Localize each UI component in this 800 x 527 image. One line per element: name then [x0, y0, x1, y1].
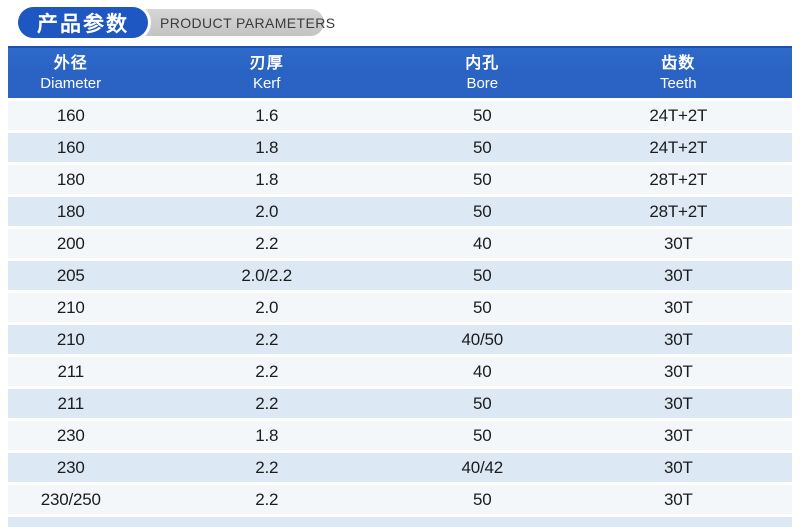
cell-kerf: 2.2 [255, 233, 279, 253]
table-row: 205 2.0/2.2 50 30T [8, 261, 792, 290]
cell-diameter: 200 [56, 233, 85, 253]
cell-teeth: 30T [663, 329, 693, 349]
table-row: 230 2.2 40/42 30T [8, 453, 792, 482]
table-row: 230/250 2.2 50 30T [8, 485, 792, 514]
cell-diameter: 230/250 [40, 489, 101, 509]
table-body: 160 1.6 50 24T+2T 160 1.8 50 24T+2T 180 1.8 50 28T+… [8, 101, 792, 514]
cell-teeth: 30T [663, 265, 693, 285]
cell-kerf: 2.2 [255, 457, 279, 477]
cell-teeth: 30T [663, 361, 693, 381]
table-row: 200 2.2 40 30T [8, 229, 792, 258]
column-header-zh: 内孔 [465, 55, 500, 72]
table-row: 230 1.8 50 30T [8, 421, 792, 450]
cell-diameter: 211 [57, 393, 84, 413]
column-header-diameter: 外径 Diameter [8, 53, 133, 93]
cell-teeth: 30T [663, 233, 693, 253]
cell-bore: 50 [473, 201, 492, 221]
table-row: 160 1.8 50 24T+2T [8, 133, 792, 162]
cell-diameter: 230 [56, 457, 85, 477]
cell-kerf: 1.8 [255, 137, 279, 157]
title-badge-zh: 产品参数 [18, 7, 148, 38]
cell-bore: 50 [473, 393, 492, 413]
cell-kerf: 1.8 [255, 425, 279, 445]
table-row-partial [8, 517, 792, 527]
column-header-en: Teeth [659, 75, 697, 92]
cell-kerf: 2.2 [255, 393, 279, 413]
title-badge-en: PRODUCT PARAMETERS [128, 9, 335, 36]
cell-bore: 50 [473, 137, 492, 157]
cell-teeth: 30T [663, 457, 693, 477]
title-badge-en-label: PRODUCT PARAMETERS [160, 14, 336, 31]
cell-diameter: 160 [56, 105, 85, 125]
cell-diameter: 180 [56, 169, 85, 189]
cell-bore: 50 [473, 105, 492, 125]
cell-bore: 40 [473, 361, 492, 381]
column-header-zh: 刃厚 [249, 55, 284, 72]
cell-bore: 40 [473, 233, 492, 253]
column-header-zh: 外径 [53, 55, 88, 72]
cell-bore: 50 [473, 297, 492, 317]
cell-bore: 50 [473, 265, 492, 285]
table-row: 211 2.2 40 30T [8, 357, 792, 386]
cell-diameter: 210 [56, 297, 85, 317]
table-header: 外径 Diameter 刃厚 Kerf 内孔 Bore 齿数 Teeth [8, 46, 792, 98]
cell-kerf: 2.0/2.2 [241, 265, 292, 285]
cell-diameter: 180 [56, 201, 85, 221]
cell-diameter: 230 [56, 425, 85, 445]
cell-kerf: 2.2 [255, 361, 279, 381]
cell-bore: 40/50 [461, 329, 504, 349]
section-title: PRODUCT PARAMETERS 产品参数 [0, 0, 800, 46]
cell-teeth: 28T+2T [649, 169, 708, 189]
cell-diameter: 211 [57, 361, 84, 381]
table-row: 180 2.0 50 28T+2T [8, 197, 792, 226]
cell-bore: 50 [473, 489, 492, 509]
cell-kerf: 2.2 [255, 329, 279, 349]
table-row: 180 1.8 50 28T+2T [8, 165, 792, 194]
cell-teeth: 30T [663, 425, 693, 445]
column-header-teeth: 齿数 Teeth [565, 53, 792, 93]
table-row: 160 1.6 50 24T+2T [8, 101, 792, 130]
cell-diameter: 205 [56, 265, 85, 285]
column-header-bore: 内孔 Bore [400, 53, 565, 93]
column-header-en: Bore [466, 75, 499, 92]
title-badge-zh-label: 产品参数 [37, 12, 129, 36]
cell-bore: 50 [473, 169, 492, 189]
cell-kerf: 2.0 [255, 297, 279, 317]
table-row: 211 2.2 50 30T [8, 389, 792, 418]
column-header-en: Kerf [252, 75, 281, 92]
cell-teeth: 30T [663, 393, 693, 413]
column-header-en: Diameter [40, 75, 102, 92]
column-header-zh: 齿数 [661, 55, 696, 72]
cell-diameter: 210 [56, 329, 85, 349]
column-header-kerf: 刃厚 Kerf [133, 53, 400, 93]
product-parameters-table: 外径 Diameter 刃厚 Kerf 内孔 Bore 齿数 Teeth 160 1.6 50 24… [8, 46, 792, 527]
cell-kerf: 1.8 [255, 169, 279, 189]
cell-teeth: 30T [663, 489, 693, 509]
cell-teeth: 24T+2T [649, 137, 708, 157]
cell-teeth: 30T [663, 297, 693, 317]
cell-bore: 40/42 [461, 457, 504, 477]
table-row: 210 2.0 50 30T [8, 293, 792, 322]
cell-kerf: 1.6 [255, 105, 279, 125]
table-row: 210 2.2 40/50 30T [8, 325, 792, 354]
cell-kerf: 2.0 [255, 201, 279, 221]
cell-teeth: 24T+2T [649, 105, 708, 125]
cell-kerf: 2.2 [255, 489, 279, 509]
cell-diameter: 160 [56, 137, 85, 157]
cell-bore: 50 [473, 425, 492, 445]
cell-teeth: 28T+2T [649, 201, 708, 221]
